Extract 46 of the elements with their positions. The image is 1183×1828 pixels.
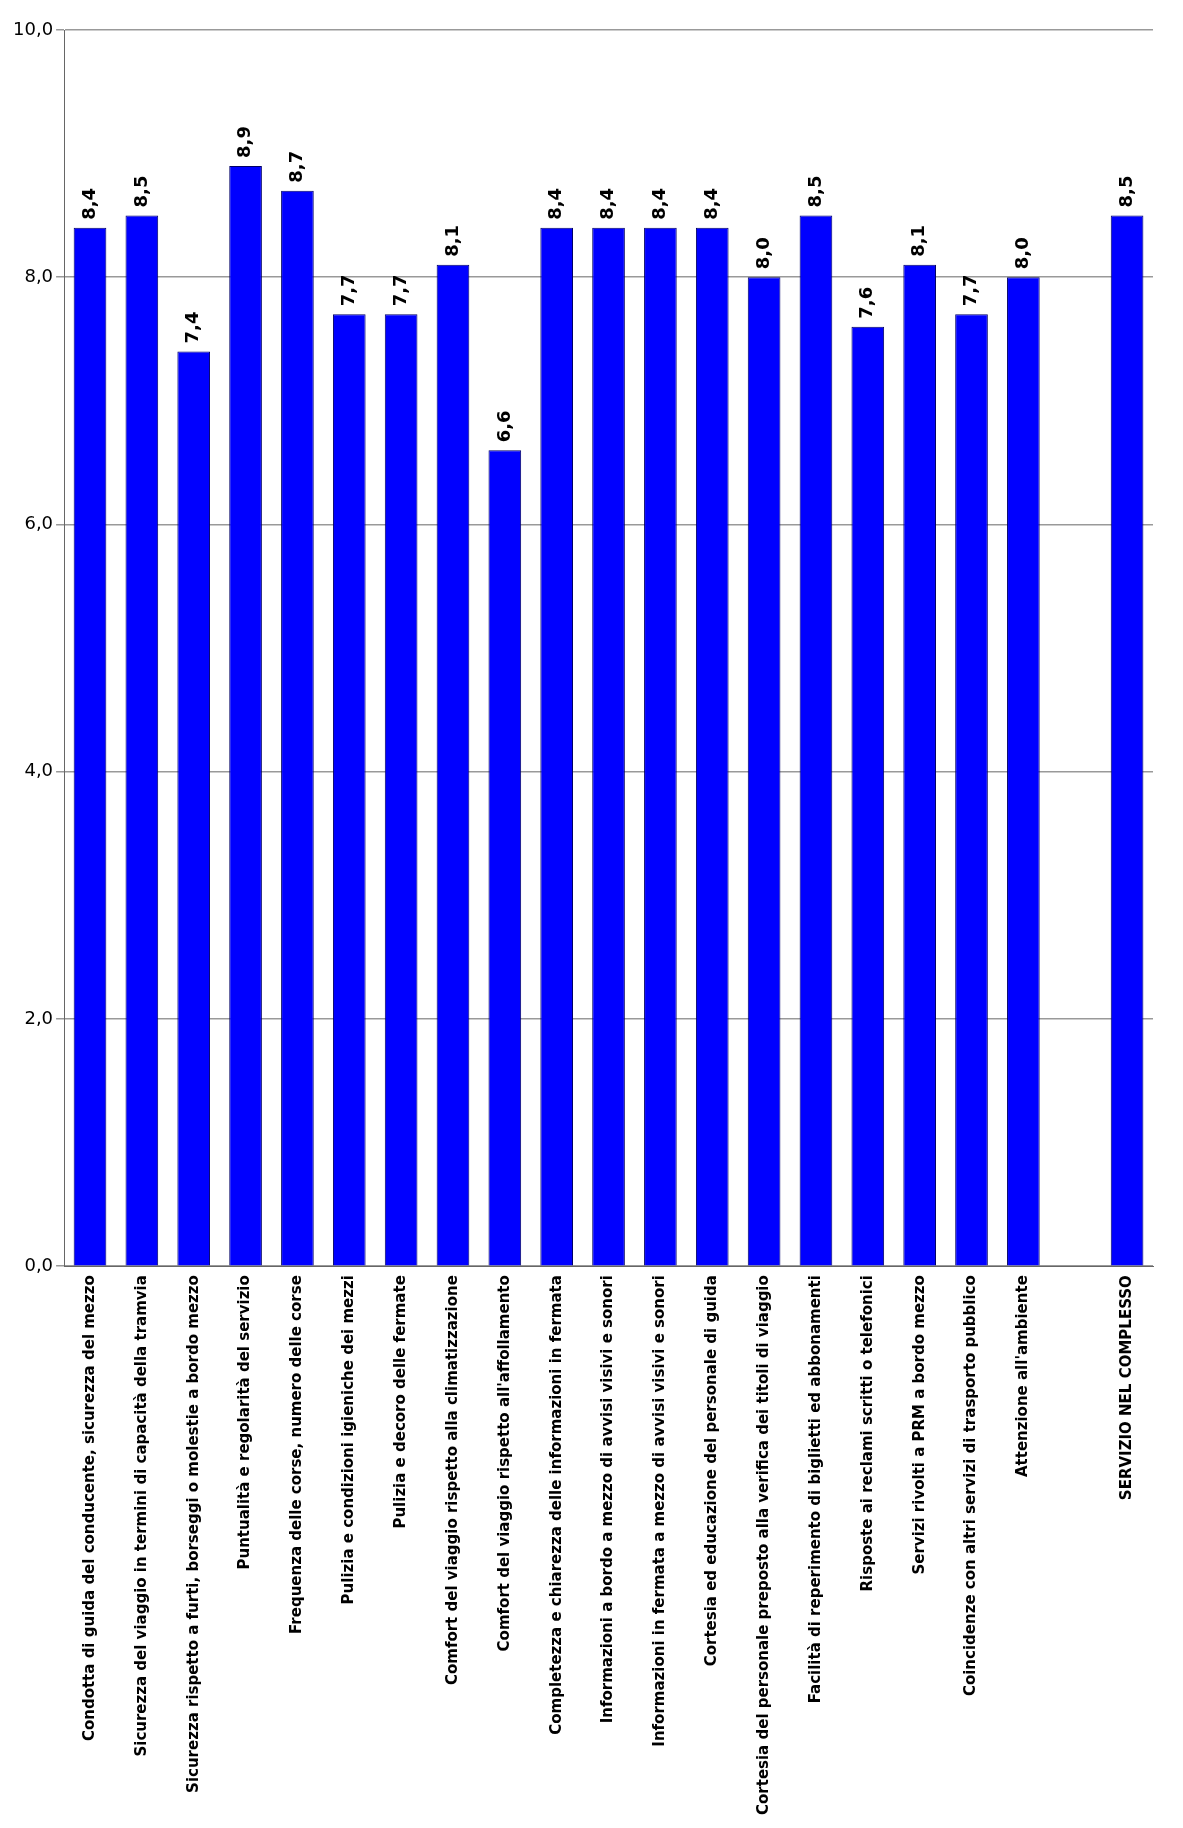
data-label: 8,1 xyxy=(907,224,929,257)
data-label: 7,7 xyxy=(336,274,358,307)
y-tick-label: 4,0 xyxy=(24,759,54,781)
x-tick-label: Condotta di guida del conducente, sicurezza del mezzo xyxy=(79,1275,98,1742)
x-tick-label: Frequenza delle corse, numero delle corse xyxy=(287,1275,306,1634)
data-label: 8,4 xyxy=(544,187,566,220)
x-tick-label: Sicurezza rispetto a furti, borseggi o molestie a bordo mezzo xyxy=(183,1275,202,1793)
x-tick-label: Pulizia e decoro delle fermate xyxy=(391,1275,410,1529)
x-tick-label: Coincidenze con altri servizi di trasporto pubblico xyxy=(961,1275,980,1697)
data-label: 7,7 xyxy=(388,274,410,307)
data-label: 8,0 xyxy=(751,237,773,270)
data-label: 8,4 xyxy=(596,187,618,220)
data-label: 7,7 xyxy=(959,274,981,307)
data-label: 8,7 xyxy=(285,150,307,183)
y-tick-label: 0,0 xyxy=(24,1253,54,1275)
y-tick-label: 8,0 xyxy=(24,264,54,286)
x-tick-label: Facilità di reperimento di biglietti ed abbonamenti xyxy=(805,1275,824,1704)
x-tick-label: Sicurezza del viaggio in termini di capacità della tramvia xyxy=(131,1275,150,1757)
data-label: 8,4 xyxy=(699,187,721,220)
x-tick-label: Attenzione all'ambiente xyxy=(1013,1275,1032,1478)
y-tick-label: 2,0 xyxy=(24,1006,54,1028)
data-label: 8,0 xyxy=(1011,237,1033,270)
x-tick-label: Completezza e chiarezza delle informazioni in fermata xyxy=(546,1275,565,1735)
data-label: 8,4 xyxy=(648,187,670,220)
data-label: 8,1 xyxy=(440,224,462,257)
x-tick-label: Servizi rivolti a PRM a bordo mezzo xyxy=(909,1275,928,1575)
x-tick-label: Puntualità e regolarità del servizio xyxy=(235,1275,254,1570)
x-tick-label: Pulizia e condizioni igieniche dei mezzi xyxy=(339,1275,358,1605)
x-tick-label: Cortesia ed educazione del personale di guida xyxy=(702,1275,721,1667)
x-tick-label: Informazioni a bordo a mezzo di avvisi visivi e sonori xyxy=(598,1275,617,1724)
x-tick-label: SERVIZIO NEL COMPLESSO xyxy=(1116,1275,1135,1501)
data-label: 8,9 xyxy=(233,126,255,158)
x-tick-label: Cortesia del personale preposto alla verifica dei titoli di viaggio xyxy=(753,1275,772,1815)
data-label: 8,4 xyxy=(77,187,99,220)
x-tick-label: Informazioni in fermata a mezzo di avvisi visivi e sonori xyxy=(650,1275,669,1747)
data-label: 8,5 xyxy=(1114,175,1136,208)
y-tick-label: 10,0 xyxy=(13,17,54,39)
data-label: 7,6 xyxy=(855,286,877,319)
data-label: 8,5 xyxy=(803,175,825,208)
y-tick-label: 6,0 xyxy=(24,512,54,534)
x-tick-label: Comfort del viaggio rispetto all'affollamento xyxy=(494,1275,513,1652)
data-label: 7,4 xyxy=(181,311,203,344)
data-label: 8,5 xyxy=(129,175,151,208)
data-label: 6,6 xyxy=(492,410,514,443)
x-tick-label: Comfort del viaggio rispetto alla climatizzazione xyxy=(442,1275,461,1686)
x-tick-label: Risposte ai reclami scritti o telefonici xyxy=(857,1275,876,1592)
